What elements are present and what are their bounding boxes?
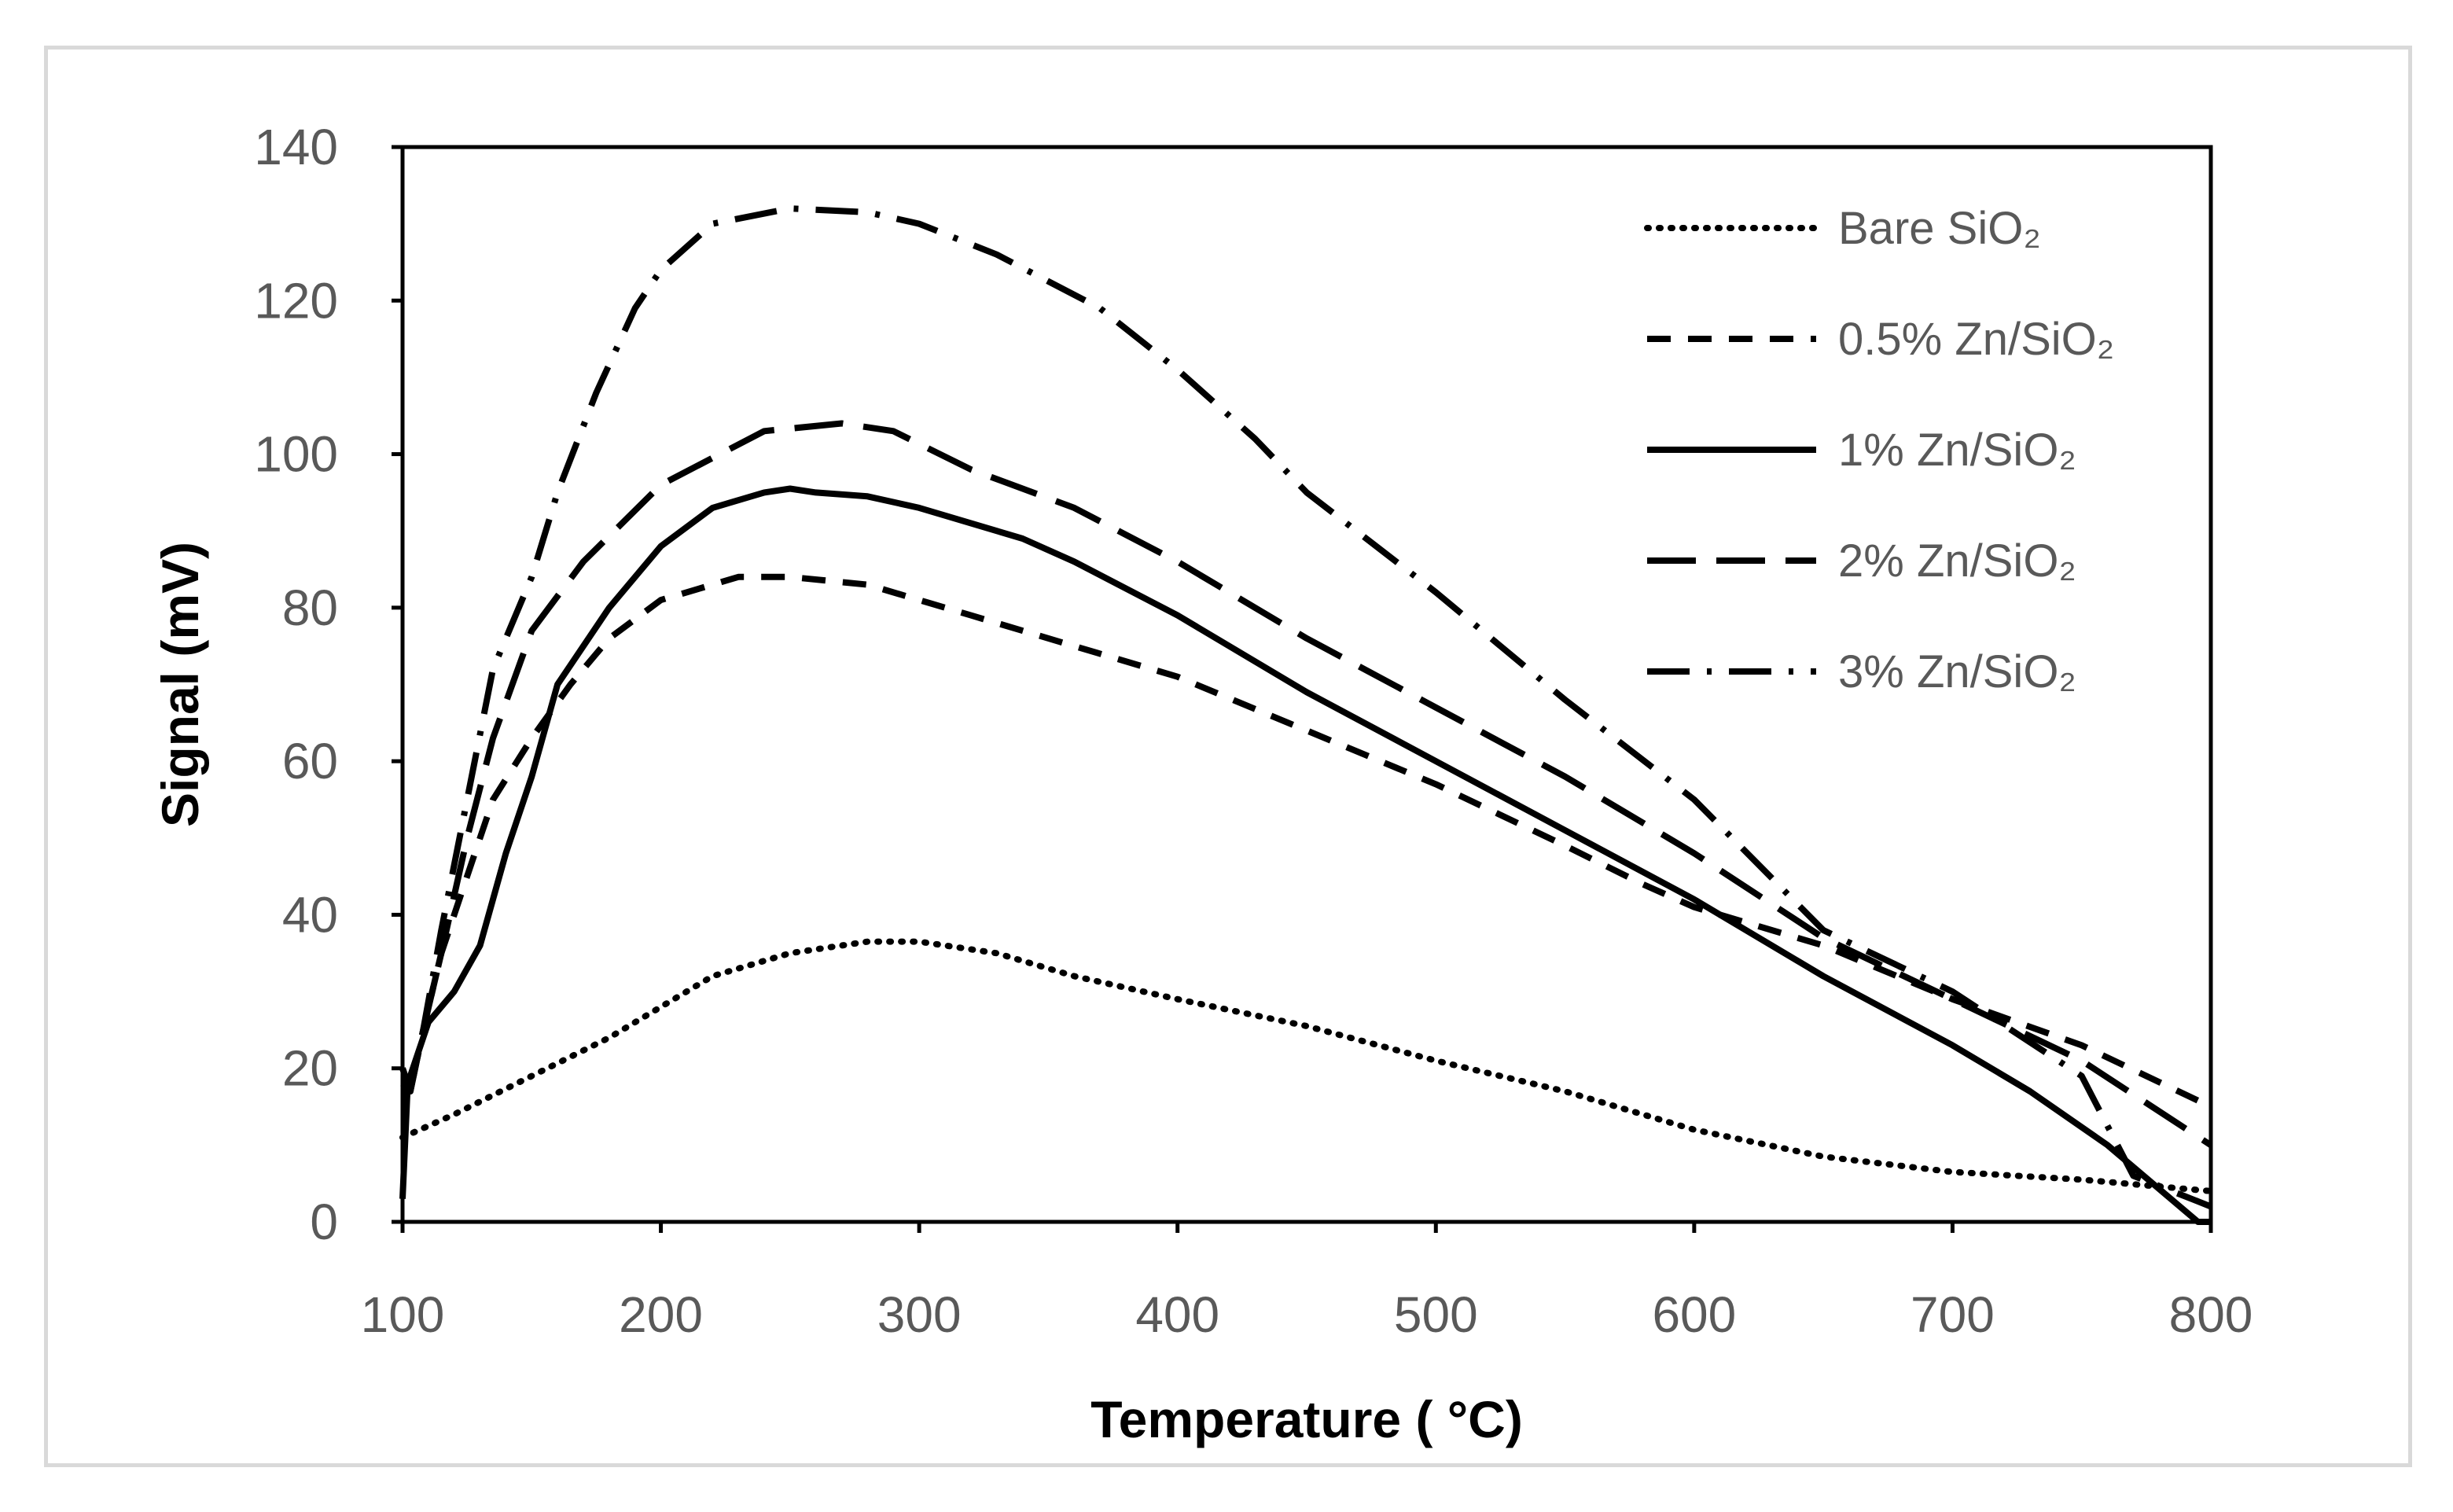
y-axis-title: Signal (mV) bbox=[151, 542, 209, 827]
series-line-2 bbox=[399, 485, 2211, 1225]
y-tick-label: 40 bbox=[282, 886, 338, 943]
series-line-3 bbox=[400, 420, 2213, 1148]
x-tick-label: 700 bbox=[1911, 1286, 1995, 1343]
plot-area bbox=[400, 145, 2213, 1224]
y-tick-label: 120 bbox=[254, 272, 338, 329]
x-tick-label: 100 bbox=[361, 1286, 445, 1343]
y-tick-label: 0 bbox=[310, 1194, 338, 1250]
x-axis-ticks: 100 200 300 400 500 600 700 800 bbox=[361, 1222, 2253, 1343]
series-line-0 bbox=[399, 938, 2214, 1194]
x-axis-title: Temperature ( °C) bbox=[1090, 1390, 1523, 1448]
chart-frame bbox=[44, 46, 2412, 1467]
legend-label-1: 0.5% Zn/SiO₂ bbox=[1838, 314, 2114, 365]
y-tick-label: 20 bbox=[282, 1040, 338, 1097]
legend-label-4: 3% Zn/SiO₂ bbox=[1838, 646, 2076, 697]
plot-border bbox=[400, 145, 2213, 1224]
x-tick-label: 800 bbox=[2169, 1286, 2253, 1343]
x-tick-label: 500 bbox=[1394, 1286, 1478, 1343]
series-line-1 bbox=[399, 573, 2212, 1110]
legend-label-0: Bare SiO₂ bbox=[1838, 203, 2041, 254]
x-tick-label: 600 bbox=[1652, 1286, 1736, 1343]
legend-label-2: 1% Zn/SiO₂ bbox=[1838, 425, 2076, 476]
legend: Bare SiO₂ 0.5% Zn/SiO₂ 1% Zn/SiO₂ 2% Zn/SiO… bbox=[1644, 203, 2114, 697]
x-tick-label: 200 bbox=[619, 1286, 703, 1343]
legend-label-3: 2% Zn/SiO₂ bbox=[1838, 535, 2076, 587]
y-tick-label: 100 bbox=[254, 426, 338, 483]
x-tick-label: 400 bbox=[1135, 1286, 1219, 1343]
y-axis-ticks: 0 20 40 60 80 100 120 140 bbox=[254, 119, 403, 1250]
x-tick-label: 300 bbox=[877, 1286, 962, 1343]
series-line-4 bbox=[399, 205, 2212, 1210]
series-lines bbox=[399, 205, 2214, 1225]
y-tick-label: 140 bbox=[254, 119, 338, 175]
y-tick-label: 60 bbox=[282, 733, 338, 789]
y-tick-label: 80 bbox=[282, 579, 338, 636]
